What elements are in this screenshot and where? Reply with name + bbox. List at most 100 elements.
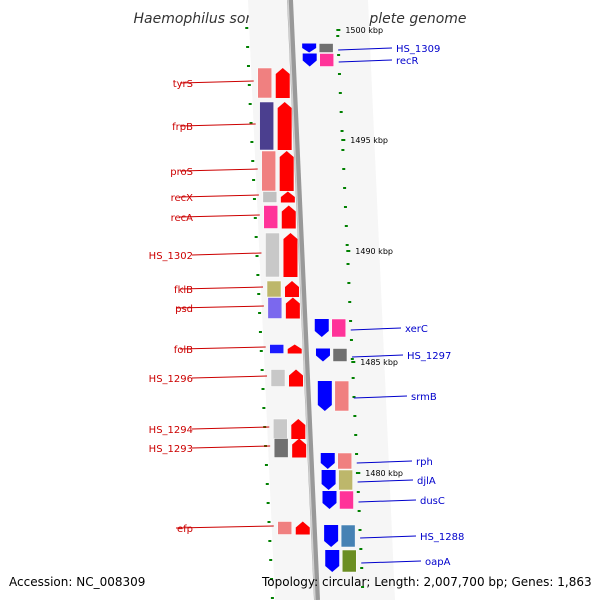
gene-label: djlA	[417, 476, 436, 487]
cog-box	[263, 205, 279, 229]
gene-label: recA	[171, 213, 194, 224]
gene-arrow-forward	[283, 233, 298, 277]
gene-label: xerC	[405, 324, 428, 335]
gene-leader-line	[191, 445, 271, 449]
gene-label: fklB	[174, 285, 193, 296]
position-marker-label: 1485 kbp	[360, 358, 398, 367]
gene-leader-line	[175, 305, 264, 309]
gene-arrow-forward	[280, 191, 295, 203]
cog-box	[269, 344, 284, 354]
cog-box	[319, 53, 334, 67]
cog-box	[318, 43, 334, 53]
gene-arrow-forward	[289, 369, 304, 387]
gene-leader-line	[179, 346, 266, 350]
gene-label: recX	[171, 193, 194, 204]
gene-leader-line	[191, 426, 270, 430]
gene-arrow-reverse	[325, 550, 340, 572]
gene-leader-line	[191, 375, 268, 379]
gene-arrow-forward	[287, 344, 302, 354]
gene-arrow-reverse	[302, 43, 317, 53]
backbone-line	[287, 0, 320, 600]
gene-arrow-forward	[275, 68, 290, 98]
position-marker-label: 1490 kbp	[355, 247, 393, 256]
gene-leader-line	[179, 286, 264, 290]
gene-leader-line	[361, 560, 422, 564]
cog-box	[257, 67, 272, 99]
gene-leader-line	[175, 525, 274, 529]
gene-label: srmB	[411, 392, 437, 403]
cog-box	[339, 490, 354, 510]
gene-label: dusC	[420, 496, 445, 507]
gene-label: folB	[174, 345, 193, 356]
cog-box	[334, 380, 350, 412]
gene-arrow-forward	[285, 281, 300, 297]
cog-box	[337, 452, 352, 470]
marker-layer: 1500 kbp 1495 kbp 1490 kbp 1485 kbp 1480 kbp	[336, 26, 403, 478]
position-marker-label: 1500 kbp	[345, 26, 383, 35]
cog-box	[265, 232, 280, 278]
gene-label: oapA	[425, 557, 451, 568]
gene-leader-line	[350, 327, 402, 331]
gene-arrow-forward	[295, 521, 310, 535]
gene-label: HS_1309	[396, 44, 440, 55]
gene-arrow-reverse	[324, 525, 339, 547]
gene-label: frpB	[172, 122, 193, 133]
gene-arrow-forward	[277, 102, 292, 150]
gene-arrow-forward	[281, 205, 296, 229]
gene-leader-line	[191, 252, 262, 256]
gene-leader-line	[179, 194, 259, 198]
gene-arrow-reverse	[317, 381, 332, 411]
cog-box	[262, 191, 278, 203]
gene-leader-line	[179, 123, 256, 127]
gene-arrow-reverse	[320, 453, 335, 469]
gene-arrow-forward	[291, 419, 306, 439]
position-marker-label: 1495 kbp	[350, 136, 388, 145]
gene-leader-line	[360, 535, 417, 539]
accession-label: Accession: NC_008309	[9, 575, 146, 589]
gene-label: efp	[177, 524, 193, 535]
cog-box	[270, 369, 286, 387]
topology-summary: Topology: circular; Length: 2,007,700 bp…	[262, 575, 592, 589]
cog-box	[331, 318, 347, 338]
gene-arrow-reverse	[314, 319, 329, 337]
gene-leader-line	[179, 214, 260, 218]
gene-leader-line	[353, 395, 408, 399]
gene-leader-line	[358, 499, 417, 503]
cog-box	[266, 280, 282, 298]
gene-label: proS	[170, 167, 193, 178]
cog-box	[261, 150, 276, 192]
gene-leader-line	[351, 354, 404, 358]
gene-label: HS_1297	[407, 351, 451, 362]
gene-label: rph	[416, 457, 433, 468]
cog-box	[332, 348, 348, 362]
cog-box	[341, 549, 357, 573]
gene-label: tyrS	[173, 79, 193, 90]
gene-label: psd	[175, 304, 193, 315]
gene-layer: tyrS frpB proS recX recA HS_1302 fklB psd folB HS…	[149, 43, 464, 573]
gene-arrow-reverse	[315, 348, 330, 362]
gene-arrow-forward	[292, 438, 307, 458]
gene-arrow-forward	[285, 297, 300, 319]
tick-layer	[245, 27, 365, 599]
gene-arrow-reverse	[302, 53, 317, 67]
gene-arrow-reverse	[321, 470, 336, 490]
gene-label: HS_1296	[149, 374, 193, 385]
gene-leader-line	[338, 47, 393, 51]
gene-leader-line	[179, 80, 254, 84]
backbone-highlight	[287, 0, 316, 600]
gene-label: HS_1302	[149, 251, 193, 262]
gene-label: HS_1288	[420, 532, 464, 543]
cog-box	[338, 469, 353, 491]
gene-leader-line	[356, 460, 413, 464]
cog-box	[340, 524, 356, 548]
gene-label: HS_1293	[149, 444, 193, 455]
gene-arrow-forward	[279, 151, 294, 191]
cog-box	[259, 101, 274, 151]
gene-label: HS_1294	[149, 425, 193, 436]
gene-leader-line	[357, 479, 414, 483]
cog-box	[273, 438, 289, 458]
cog-box	[273, 418, 288, 440]
gene-leader-line	[179, 168, 258, 172]
cog-box	[277, 521, 293, 535]
